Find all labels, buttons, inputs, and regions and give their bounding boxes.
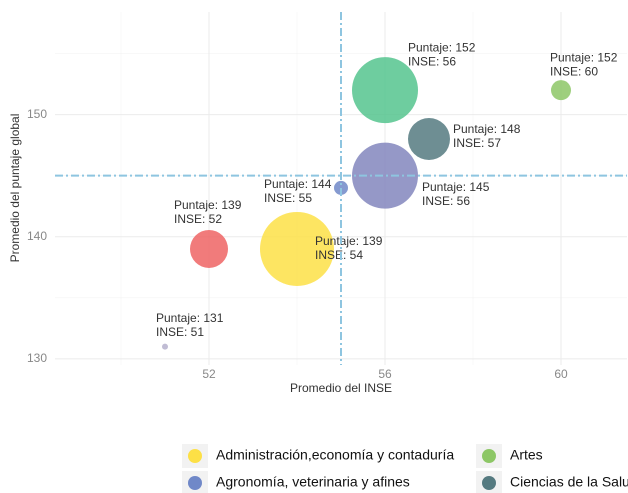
bubble [162, 343, 168, 350]
annotation: Puntaje: 152 [408, 40, 476, 54]
legend-swatch [482, 476, 496, 490]
annotation: Puntaje: 139 [174, 198, 242, 212]
annotation: INSE: 54 [315, 248, 363, 262]
y-tick-label: 150 [27, 107, 47, 121]
legend-swatch [482, 449, 496, 463]
annotation: Puntaje: 152 [550, 50, 618, 64]
y-axis-label: Promedio del puntaje global [8, 114, 22, 263]
legend-swatch [188, 449, 202, 463]
annotation: INSE: 51 [156, 325, 204, 339]
bubble [334, 180, 348, 195]
annotation: INSE: 57 [453, 136, 501, 150]
legend-box [180, 438, 628, 493]
x-tick-label: 52 [202, 367, 216, 381]
bubble [260, 211, 334, 286]
y-tick-label: 140 [27, 229, 47, 243]
annotation: Puntaje: 131 [156, 311, 224, 325]
x-tick-label: 60 [554, 367, 568, 381]
bubble [408, 118, 450, 161]
x-tick-label: 56 [378, 367, 392, 381]
legend-label: Artes [510, 447, 543, 463]
annotation: INSE: 56 [422, 194, 470, 208]
annotation: INSE: 60 [550, 64, 598, 78]
annotation: INSE: 56 [408, 54, 456, 68]
legend-label: Agronomía, veterinaria y afines [216, 474, 410, 490]
bubble [551, 80, 571, 101]
legend-swatch [188, 476, 202, 490]
y-tick-label: 130 [27, 351, 47, 365]
annotation: Puntaje: 139 [315, 234, 383, 248]
annotation: INSE: 55 [264, 191, 312, 205]
bubble [190, 229, 228, 268]
annotation: Puntaje: 145 [422, 180, 490, 194]
annotation: INSE: 52 [174, 212, 222, 226]
bubble [352, 57, 418, 124]
x-axis-label: Promedio del INSE [290, 381, 392, 395]
legend-label: Administración,economía y contaduría [216, 447, 454, 463]
bubble [352, 142, 418, 209]
annotation: Puntaje: 148 [453, 122, 521, 136]
annotation: Puntaje: 144 [264, 177, 332, 191]
legend-label: Ciencias de la Salud [510, 474, 628, 490]
